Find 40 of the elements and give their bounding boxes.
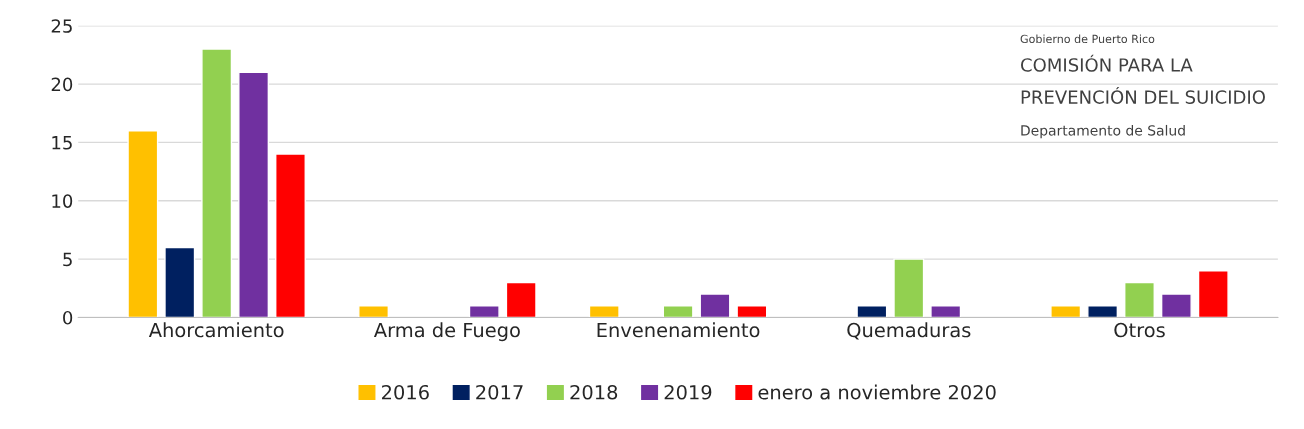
x-tick-label: Quemaduras bbox=[847, 322, 971, 340]
bar bbox=[358, 305, 390, 318]
bar bbox=[1124, 281, 1155, 318]
x-tick-label: Envenenamiento bbox=[597, 322, 760, 338]
y-tick-label: 15 bbox=[52, 136, 72, 150]
y-tick-label: 10 bbox=[52, 194, 73, 208]
annotation: COMISIÓN PARA LA bbox=[1021, 54, 1193, 72]
legend-label: 2019 bbox=[664, 384, 712, 400]
bar bbox=[1050, 305, 1082, 318]
bar bbox=[1087, 305, 1119, 318]
x-tick-label: Arma de Fuego bbox=[373, 322, 520, 342]
bar bbox=[505, 281, 537, 318]
bar bbox=[201, 48, 233, 318]
bar bbox=[930, 305, 962, 318]
y-tick-label: 0 bbox=[63, 310, 73, 325]
x-tick-label: Otros bbox=[1114, 322, 1165, 338]
bar bbox=[1197, 270, 1229, 318]
legend-label: 2016 bbox=[382, 384, 429, 400]
bar bbox=[238, 71, 270, 318]
x-tick-label: Ahorcamiento bbox=[148, 322, 284, 338]
bar bbox=[164, 246, 196, 318]
bar bbox=[1160, 293, 1192, 318]
bar bbox=[588, 305, 620, 318]
bar bbox=[662, 305, 694, 318]
y-tick-label: 20 bbox=[51, 77, 73, 92]
bar bbox=[893, 258, 925, 318]
bar bbox=[856, 305, 888, 318]
annotation: Departamento de Salud bbox=[1021, 124, 1185, 139]
y-tick-label: 25 bbox=[51, 19, 72, 33]
legend-label: 2017 bbox=[476, 384, 523, 400]
y-tick-label: 5 bbox=[63, 252, 72, 267]
bar bbox=[468, 305, 500, 318]
legend-label: enero a noviembre 2020 bbox=[758, 384, 996, 400]
annotation: Gobierno de Puerto Rico bbox=[1020, 34, 1155, 44]
bar bbox=[127, 130, 159, 318]
bar bbox=[275, 153, 306, 318]
annotation: PREVENCIÓN DEL SUICIDIO bbox=[1021, 86, 1265, 104]
bar bbox=[736, 305, 768, 318]
legend-label: 2018 bbox=[570, 384, 618, 400]
bar bbox=[699, 293, 731, 318]
